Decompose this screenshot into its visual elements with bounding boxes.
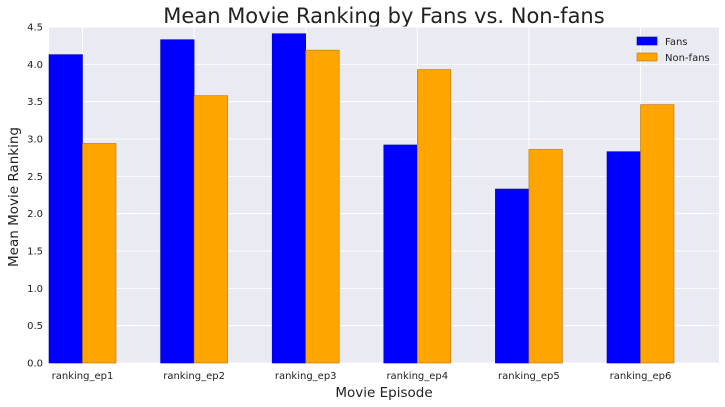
bar-non-fans-ranking_ep6	[640, 104, 675, 364]
y-tick-label: 3.5	[27, 97, 43, 108]
y-tick-label: 2.0	[27, 209, 43, 220]
x-axis-label: Movie Episode	[335, 385, 432, 401]
y-tick-label: 2.5	[27, 172, 43, 183]
x-tick-label: ranking_ep4	[386, 371, 448, 382]
bars	[48, 33, 675, 364]
y-tick-label: 1.0	[27, 284, 43, 295]
chart-title: Mean Movie Ranking by Fans vs. Non-fans	[163, 4, 604, 28]
bar-non-fans-ranking_ep2	[193, 95, 228, 364]
y-tick-label: 0.0	[27, 359, 43, 370]
y-axis-ticks: 0.0 0.5 1.0 1.5 2.0 2.5 3.0 3.5 4.0 4.5	[27, 23, 43, 370]
bar-non-fans-ranking_ep3	[305, 49, 340, 364]
x-tick-label: ranking_ep2	[163, 371, 225, 382]
legend-swatch	[636, 52, 658, 62]
x-tick-label: ranking_ep6	[610, 371, 672, 382]
legend: Fans Non-fans	[636, 36, 710, 64]
bar-fans-ranking_ep4	[383, 144, 418, 364]
bar-fans-ranking_ep1	[48, 54, 83, 364]
bar-fans-ranking_ep2	[160, 39, 195, 364]
y-axis-label: Mean Movie Ranking	[6, 127, 22, 267]
y-tick-label: 0.5	[27, 321, 43, 332]
bar-non-fans-ranking_ep1	[82, 143, 117, 364]
y-tick-label: 3.0	[27, 135, 43, 146]
bar-fans-ranking_ep3	[271, 33, 307, 364]
x-tick-label: ranking_ep5	[498, 371, 560, 382]
y-tick-label: 4.0	[27, 60, 43, 71]
x-tick-label: ranking_ep1	[52, 371, 114, 382]
legend-swatch	[636, 36, 658, 46]
legend-label: Non-fans	[665, 53, 710, 64]
x-tick-label: ranking_ep3	[275, 371, 337, 382]
y-tick-label: 1.5	[27, 247, 43, 258]
y-tick-label: 4.5	[27, 23, 43, 34]
x-axis-ticks: ranking_ep1 ranking_ep2 ranking_ep3 ranking…	[52, 371, 672, 382]
legend-label: Fans	[665, 37, 688, 48]
bar-non-fans-ranking_ep5	[528, 149, 563, 364]
bar-fans-ranking_ep5	[495, 188, 530, 364]
bar-fans-ranking_ep6	[606, 151, 641, 364]
bar-non-fans-ranking_ep4	[416, 69, 452, 364]
